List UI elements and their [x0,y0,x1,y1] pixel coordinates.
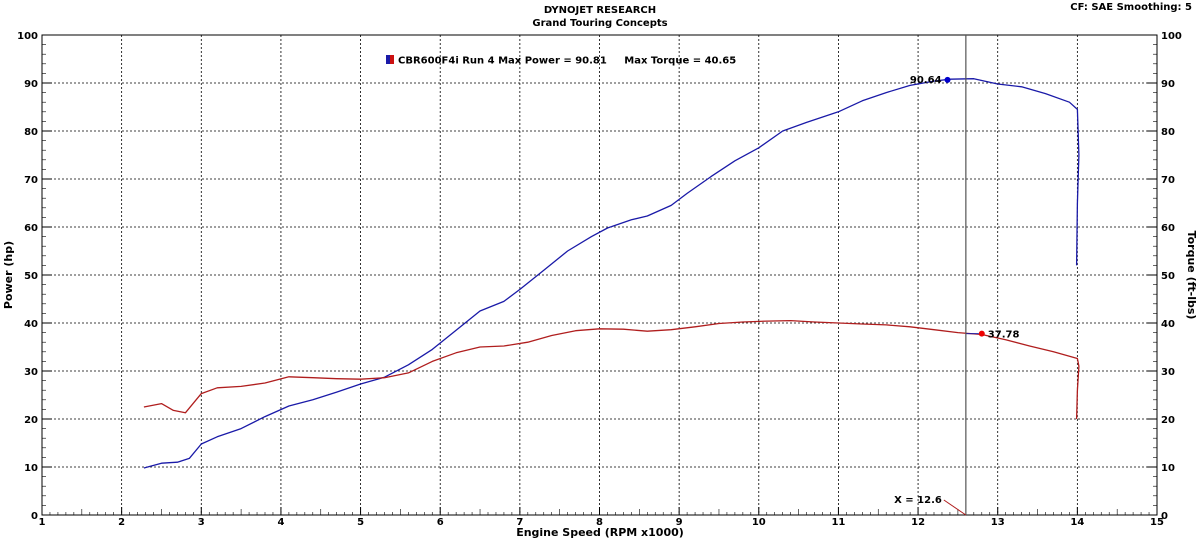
y-right-tick-label: 0 [1161,511,1168,522]
cursor-pointer [943,499,967,516]
y-left-tick-label: 60 [24,223,38,234]
legend-swatch-torque [390,55,394,64]
x-tick-label: 12 [911,517,925,528]
y-axis-label-left: Power (hp) [2,241,15,309]
x-tick-label: 7 [516,517,523,528]
x-tick-label: 14 [1070,517,1084,528]
y-left-tick-label: 90 [24,79,38,90]
y-left-tick-label: 0 [31,511,38,522]
x-tick-label: 13 [991,517,1005,528]
torque-marker [978,330,985,337]
x-axis-label: Engine Speed (RPM x1000) [516,526,684,539]
x-tick-label: 3 [198,517,205,528]
grid [42,35,1157,515]
power-marker [944,76,951,83]
y-right-tick-label: 30 [1161,367,1175,378]
cursor-label: X = 12.6 [894,495,942,506]
y-left-tick-label: 70 [24,175,38,186]
y-right-tick-label: 70 [1161,175,1175,186]
x-tick-label: 10 [752,517,766,528]
y-right-tick-label: 60 [1161,223,1175,234]
legend: CBR600F4i Run 4 Max Power = 90.81 Max To… [386,55,736,67]
y-right-tick-label: 50 [1161,271,1175,282]
y-left-tick-label: 10 [24,463,38,474]
y-left-tick-label: 30 [24,367,38,378]
x-tick-label: 4 [277,517,284,528]
torque-line [143,319,1080,420]
x-tick-label: 11 [831,517,845,528]
y-left-tick-label: 40 [24,319,38,330]
y-axis-label-right: Torque (ft-lbs) [1185,231,1198,320]
y-right-tick-label: 10 [1161,463,1175,474]
legend-text: CBR600F4i Run 4 Max Power = 90.81 Max To… [398,56,736,67]
y-left-tick-label: 20 [24,415,38,426]
x-tick-label: 2 [118,517,125,528]
y-right-tick-label: 40 [1161,319,1175,330]
power-marker-label: 90.64 [910,75,942,86]
x-tick-label: 6 [437,517,444,528]
x-tick-label: 9 [676,517,683,528]
x-tick-label: 1 [39,517,46,528]
chart-subtitle: Grand Touring Concepts [532,18,667,29]
cursor-layer: X = 12.6 [894,35,967,516]
legend-swatch-power [386,55,390,64]
x-tick-label: 8 [596,517,603,528]
y-right-tick-label: 90 [1161,79,1175,90]
x-tick-label: 5 [357,517,364,528]
y-right-tick-label: 80 [1161,127,1175,138]
y-left-tick-label: 100 [17,31,38,42]
series-layer: 90.64 37.78 [143,75,1080,469]
x-tick-label: 15 [1150,517,1164,528]
y-right-tick-label: 100 [1161,31,1182,42]
plot-frame [41,34,1158,516]
corner-info: CF: SAE Smoothing: 5 [1070,2,1192,13]
power-line [143,78,1080,469]
y-left-tick-label: 50 [24,271,38,282]
chart-title: DYNOJET RESEARCH [544,5,656,16]
y-right-tick-label: 20 [1161,415,1175,426]
torque-marker-label: 37.78 [988,330,1020,341]
y-left-tick-label: 80 [24,127,38,138]
